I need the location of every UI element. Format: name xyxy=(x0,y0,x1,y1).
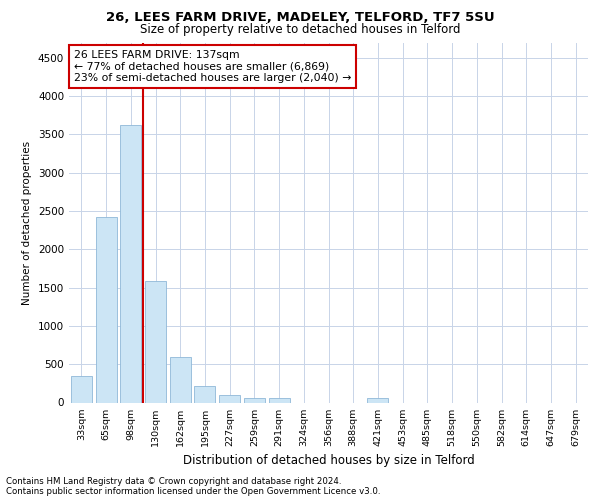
Bar xyxy=(95,217,116,402)
Bar xyxy=(145,282,166,403)
Bar xyxy=(120,125,141,402)
Text: Contains public sector information licensed under the Open Government Licence v3: Contains public sector information licen… xyxy=(6,487,380,496)
Bar xyxy=(244,398,265,402)
Bar xyxy=(71,376,92,402)
Bar xyxy=(219,395,240,402)
Bar xyxy=(194,386,215,402)
Bar xyxy=(170,356,191,403)
Text: Contains HM Land Registry data © Crown copyright and database right 2024.: Contains HM Land Registry data © Crown c… xyxy=(6,477,341,486)
Bar xyxy=(367,398,388,402)
Text: Size of property relative to detached houses in Telford: Size of property relative to detached ho… xyxy=(140,22,460,36)
Bar xyxy=(269,398,290,402)
X-axis label: Distribution of detached houses by size in Telford: Distribution of detached houses by size … xyxy=(182,454,475,467)
Text: 26, LEES FARM DRIVE, MADELEY, TELFORD, TF7 5SU: 26, LEES FARM DRIVE, MADELEY, TELFORD, T… xyxy=(106,11,494,24)
Y-axis label: Number of detached properties: Number of detached properties xyxy=(22,140,32,304)
Text: 26 LEES FARM DRIVE: 137sqm
← 77% of detached houses are smaller (6,869)
23% of s: 26 LEES FARM DRIVE: 137sqm ← 77% of deta… xyxy=(74,50,352,83)
